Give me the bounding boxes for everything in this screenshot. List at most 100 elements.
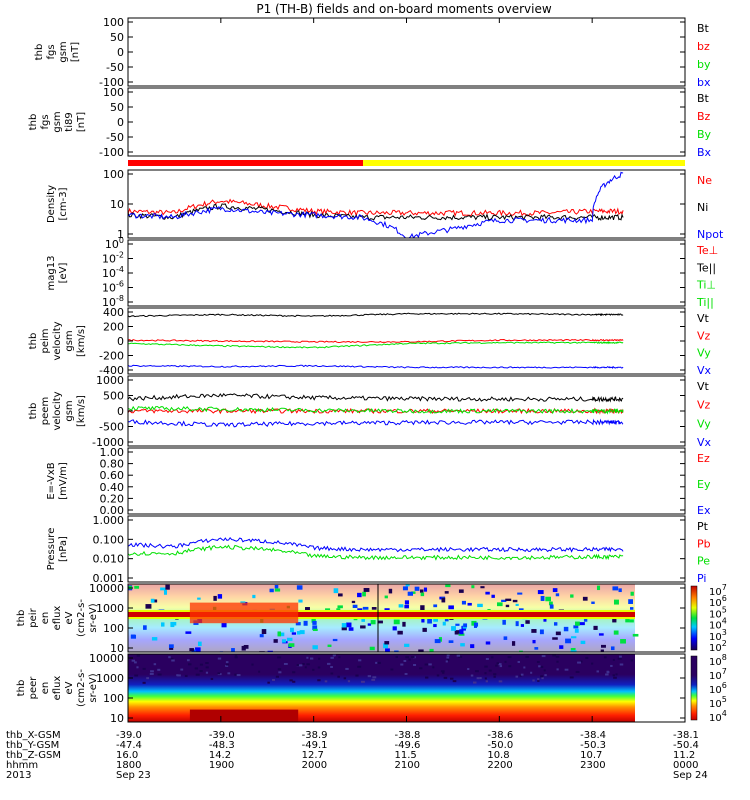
peir-pixel xyxy=(600,649,604,652)
y-tick-label: 200 xyxy=(103,321,124,334)
peir-pixel xyxy=(459,629,464,635)
panel-density: 100 10 1 Density [cm-3] Ne Ni Npot xyxy=(46,168,724,241)
peer-pixel xyxy=(619,655,622,658)
y-tick-label: 400 xyxy=(103,306,124,319)
legend-entry: bz xyxy=(697,40,710,53)
peir-pixel xyxy=(630,607,634,610)
peir-pixel xyxy=(625,617,630,623)
peir-pixel xyxy=(537,590,544,595)
y-tick-label: -50 xyxy=(106,61,124,74)
y-axis-label: thb xyxy=(16,610,27,627)
x-row-label: thb_X-GSM xyxy=(6,730,61,741)
colorbar-tick-label: 106 xyxy=(709,681,727,696)
peer-pixel xyxy=(436,674,440,677)
y-tick-label: 1000 xyxy=(96,374,124,387)
peir-pixel xyxy=(367,623,372,626)
peir-pixel xyxy=(277,631,281,637)
peer-pixel xyxy=(317,679,321,682)
peir-pixel xyxy=(419,589,424,593)
peer-pixel xyxy=(199,670,203,673)
peir-pixel xyxy=(303,620,308,626)
colorbar-tick-label-exp: 6 xyxy=(722,594,727,603)
legend-entry: Ti|| xyxy=(696,296,714,309)
panel-body-pressure xyxy=(128,537,624,561)
peir-pixel xyxy=(613,599,619,605)
peer-pixel xyxy=(375,661,379,664)
peir-pixel xyxy=(286,637,293,641)
x-row-value: -50.3 xyxy=(580,740,606,751)
x-row-label: thb_Y-GSM xyxy=(6,740,59,751)
peer-pixel xyxy=(142,681,146,684)
peir-pixel xyxy=(299,630,305,635)
y-axis-label: thb xyxy=(34,44,45,61)
series-line-vx xyxy=(128,364,624,370)
peer-pixel xyxy=(371,678,376,681)
x-row-value: 2100 xyxy=(395,760,420,771)
peir-pixel xyxy=(517,592,523,595)
peer-pixel xyxy=(577,661,582,664)
peir-pixel xyxy=(610,646,615,651)
x-row-value: 2300 xyxy=(580,760,605,771)
y-axis-label: thb xyxy=(28,114,39,131)
peer-pixel xyxy=(493,673,497,676)
peir-pixel xyxy=(420,605,425,611)
series-line-pi xyxy=(128,537,624,553)
peir-pixel xyxy=(288,643,295,647)
y-tick-label: 1000 xyxy=(96,672,124,685)
peer-pixel xyxy=(520,673,524,676)
panel-peim: 400 2000 -200-400 thb peim velocity gsm [km/s] V… xyxy=(28,306,712,377)
peer-pixel xyxy=(345,667,349,670)
legend-entry: Ni xyxy=(697,201,708,214)
peir-pixel xyxy=(394,650,399,652)
x-row-value: -38.6 xyxy=(487,730,513,741)
x-row-value: -38.8 xyxy=(395,730,421,741)
y-axis-label: [km/s] xyxy=(76,325,87,357)
legend-entry: Pt xyxy=(697,520,709,533)
x-row-value: 11.2 xyxy=(673,750,695,761)
legend-entry: Ne xyxy=(697,174,712,187)
panel-peem: 1000 500 0 -500 -1000 thb peem velocity gsm [km/s… xyxy=(28,374,712,449)
peer-pixel xyxy=(312,668,315,671)
colorbar-tick-label-exp: 8 xyxy=(722,653,727,662)
colorbar-tick-label: 108 xyxy=(709,653,727,668)
peer-pixel xyxy=(157,673,162,676)
peir-pixel xyxy=(261,629,267,635)
peer-pixel xyxy=(180,668,184,671)
legend-entry: Vz xyxy=(697,329,711,342)
peer-pixel xyxy=(467,668,470,671)
peir-pixel xyxy=(231,648,235,652)
peer-pixel xyxy=(400,663,404,666)
peer-pixel xyxy=(580,660,583,663)
peir-pixel xyxy=(570,647,576,652)
peer-pixel xyxy=(403,659,407,662)
y-tick-label: -200 xyxy=(99,350,124,363)
y-tick-label: 10-6 xyxy=(102,280,124,295)
y-tick-label: 0 xyxy=(117,335,124,348)
peir-pixel xyxy=(433,624,437,628)
y-tick-label: -400 xyxy=(99,364,124,377)
peer-pixel xyxy=(142,667,146,670)
peer-pixel xyxy=(484,677,487,680)
status-bar-red xyxy=(128,160,363,166)
peir-pixel xyxy=(496,602,503,607)
peer-pixel xyxy=(452,680,457,683)
peir-pixel xyxy=(473,622,479,627)
peir-pixel xyxy=(565,638,572,644)
legend-entry: Pe xyxy=(697,555,710,568)
peir-pixel xyxy=(629,619,634,623)
peer-pixel xyxy=(424,663,429,666)
peer-pixel xyxy=(272,678,275,681)
y-tick-label: 50 xyxy=(110,31,124,44)
peir-pixel xyxy=(404,643,410,647)
peer-pixel xyxy=(540,665,544,668)
peer-pixel xyxy=(131,659,136,662)
panel-frame xyxy=(127,583,686,653)
peer-pixel xyxy=(606,670,610,673)
y-tick-label: 10000 xyxy=(89,582,124,595)
peir-pixel xyxy=(598,633,604,636)
peir-pixel xyxy=(291,632,297,635)
peer-pixel xyxy=(425,676,429,679)
colorbar-tick-label-exp: 5 xyxy=(722,605,727,614)
